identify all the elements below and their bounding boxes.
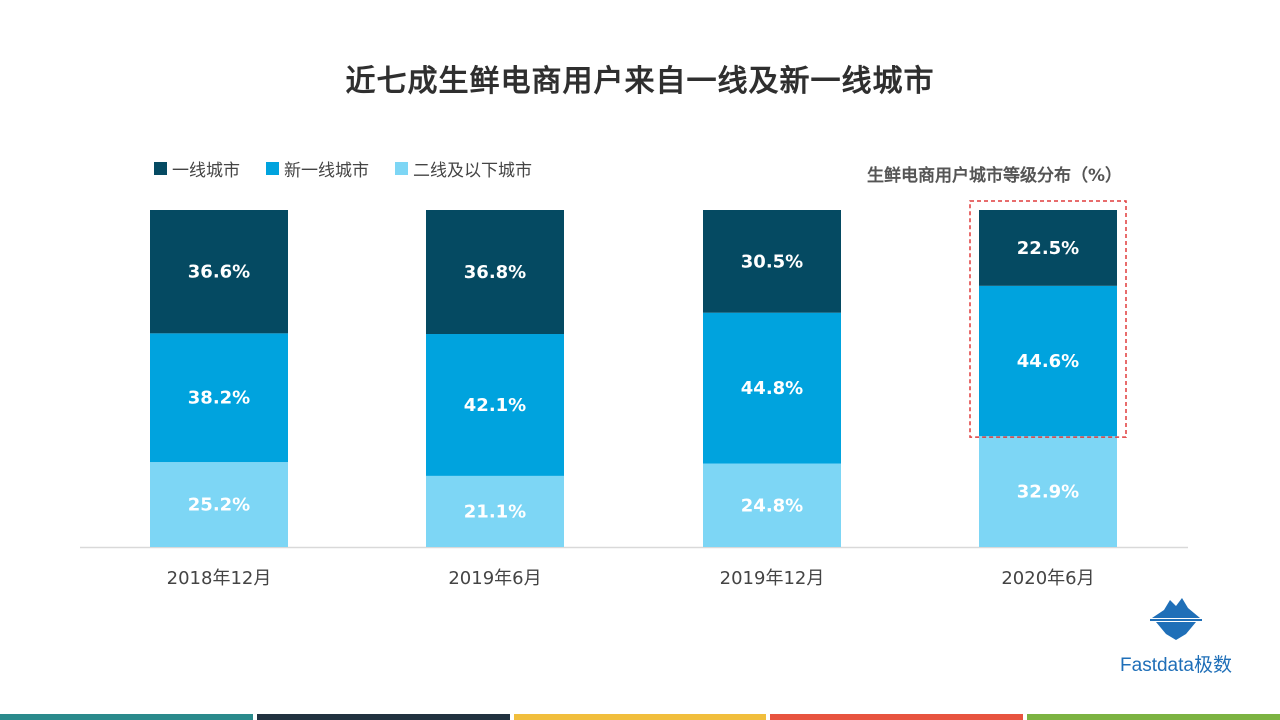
x-tick-label: 2019年12月 xyxy=(720,568,825,589)
legend-swatch-tier2-below xyxy=(395,162,408,175)
legend-item-tier1: 一线城市 xyxy=(154,156,240,181)
legend-swatch-new-tier1 xyxy=(266,162,279,175)
footer-bar xyxy=(513,714,767,720)
bar-segment-new-tier1-1 xyxy=(150,333,288,463)
bar-segment-tier2-below-3 xyxy=(703,463,841,547)
data-label-tier2-below-2: 21.1% xyxy=(464,501,526,522)
bar-segment-tier2-below-1 xyxy=(150,462,288,547)
bar-segment-new-tier1-2 xyxy=(426,334,564,476)
legend-item-tier2-below: 二线及以下城市 xyxy=(395,156,532,181)
data-label-new-tier1-2: 42.1% xyxy=(464,395,526,416)
bar-segment-tier1-2 xyxy=(426,210,564,335)
legend-label-tier1: 一线城市 xyxy=(172,161,240,181)
footer-color-strip xyxy=(0,714,1280,720)
data-label-tier1-4: 22.5% xyxy=(1017,238,1079,259)
bar-segment-tier1-3 xyxy=(703,210,841,313)
x-tick-label: 2020年6月 xyxy=(1001,568,1094,589)
data-label-new-tier1-1: 38.2% xyxy=(188,388,250,409)
x-tick-label: 2018年12月 xyxy=(167,568,272,589)
page-title: 近七成生鲜电商用户来自一线及新一线城市 xyxy=(345,64,935,99)
bar-segment-new-tier1-3 xyxy=(703,312,841,464)
data-label-tier1-2: 36.8% xyxy=(464,262,526,283)
footer-bar xyxy=(770,714,1024,720)
data-label-tier2-below-1: 25.2% xyxy=(188,495,250,516)
bar-segment-tier2-below-2 xyxy=(426,475,564,547)
data-label-tier2-below-3: 24.8% xyxy=(741,495,803,516)
legend-label-tier2-below: 二线及以下城市 xyxy=(413,161,532,181)
footer-bar xyxy=(1027,714,1280,720)
legend-label-new-tier1: 新一线城市 xyxy=(284,161,369,181)
iceberg-logo-icon xyxy=(1150,598,1202,640)
chart-subtitle: 生鲜电商用户城市等级分布（%） xyxy=(866,166,1122,186)
footer-bar xyxy=(256,714,510,720)
fastdata-logo: Fastdata极数 xyxy=(1108,596,1244,677)
data-label-tier1-1: 36.6% xyxy=(188,262,250,283)
x-tick-label: 2019年6月 xyxy=(448,568,541,589)
data-label-new-tier1-3: 44.8% xyxy=(741,378,803,399)
bar-segment-new-tier1-4 xyxy=(979,285,1117,437)
logo-text: Fastdata极数 xyxy=(1120,655,1232,676)
bar-segment-tier1-4 xyxy=(979,210,1117,286)
data-label-tier2-below-4: 32.9% xyxy=(1017,482,1079,503)
legend-swatch-tier1 xyxy=(154,162,167,175)
footer-bar xyxy=(0,714,253,720)
data-label-tier1-3: 30.5% xyxy=(741,251,803,272)
bar-segment-tier2-below-4 xyxy=(979,436,1117,547)
bar-segment-tier1-1 xyxy=(150,210,288,334)
legend-item-new-tier1: 新一线城市 xyxy=(266,156,369,181)
highlight-box xyxy=(969,200,1127,438)
data-label-new-tier1-4: 44.6% xyxy=(1017,351,1079,372)
chart-legend: 一线城市 新一线城市 二线及以下城市 xyxy=(154,156,558,181)
